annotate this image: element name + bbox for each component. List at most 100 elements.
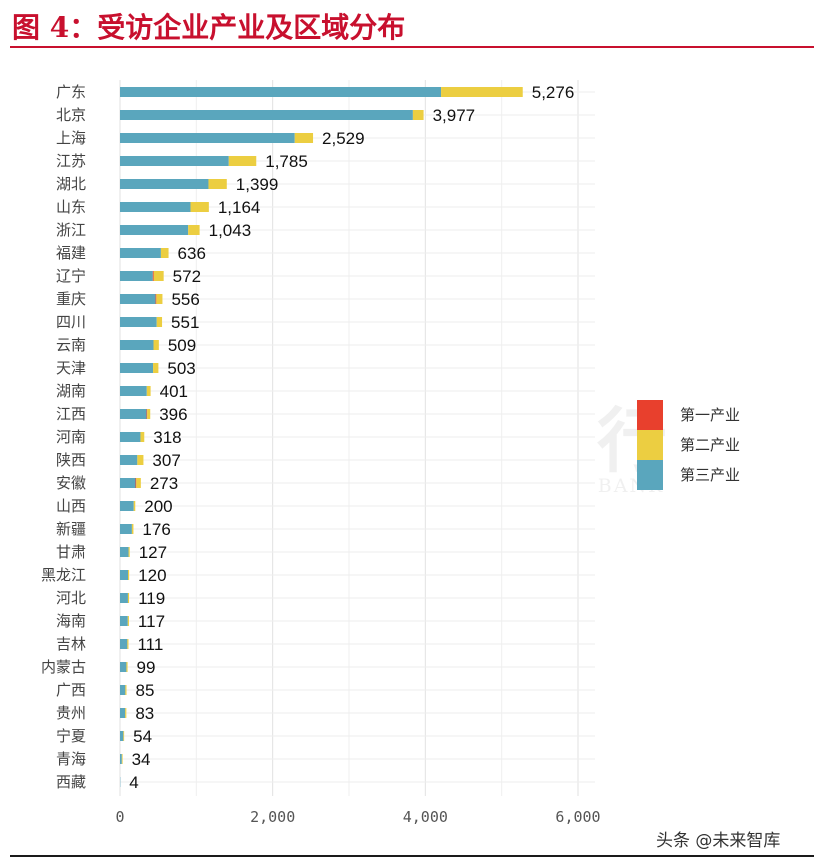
data-label: 396 bbox=[159, 405, 187, 424]
legend-swatch bbox=[637, 430, 663, 460]
bar-segment bbox=[121, 754, 123, 764]
bar-segment bbox=[294, 133, 314, 143]
y-tick-label: 广西 bbox=[56, 681, 86, 699]
x-tick-label: 4,000 bbox=[403, 808, 448, 826]
bar-segment bbox=[120, 639, 128, 649]
bar-segment bbox=[120, 271, 153, 281]
bar-segment bbox=[127, 639, 129, 649]
y-tick-label: 湖北 bbox=[56, 175, 86, 193]
data-label: 117 bbox=[138, 612, 165, 631]
bar-segment bbox=[120, 225, 189, 235]
bar-segment bbox=[120, 754, 122, 764]
bar-segment bbox=[153, 363, 159, 373]
bar-segment bbox=[153, 271, 164, 281]
bar-segment bbox=[120, 501, 134, 511]
data-label: 1,164 bbox=[218, 198, 261, 217]
data-label: 2,529 bbox=[322, 129, 365, 148]
bar-segment bbox=[208, 179, 227, 189]
data-label: 176 bbox=[142, 520, 170, 539]
bar-segment bbox=[136, 478, 141, 488]
bar-segment bbox=[120, 455, 138, 465]
y-tick-label: 河南 bbox=[56, 428, 86, 446]
data-label: 401 bbox=[160, 382, 188, 401]
plot-area bbox=[120, 80, 595, 796]
y-tick-label: 广东 bbox=[56, 83, 86, 101]
bar-segment bbox=[135, 478, 137, 488]
data-label: 4 bbox=[129, 773, 138, 792]
bar-segment bbox=[155, 294, 157, 304]
y-tick-label: 西藏 bbox=[56, 773, 86, 791]
data-label: 119 bbox=[138, 589, 165, 608]
data-label: 3,977 bbox=[433, 106, 476, 125]
y-tick-label: 甘肃 bbox=[56, 543, 86, 561]
data-label: 1,399 bbox=[236, 175, 279, 194]
bar-segment bbox=[152, 271, 154, 281]
data-label: 1,785 bbox=[265, 152, 308, 171]
bar-segment bbox=[120, 685, 126, 695]
bar-segment bbox=[190, 202, 209, 212]
bar-segment bbox=[153, 340, 159, 350]
x-tick-label: 2,000 bbox=[250, 808, 295, 826]
x-tick-label: 0 bbox=[115, 808, 124, 826]
y-tick-label: 贵州 bbox=[56, 704, 86, 722]
bottom-divider bbox=[10, 855, 814, 857]
y-tick-label: 辽宁 bbox=[56, 267, 86, 285]
bar-segment bbox=[126, 662, 128, 672]
bar-segment bbox=[120, 110, 413, 120]
y-tick-label: 内蒙古 bbox=[41, 658, 86, 676]
bar-segment bbox=[120, 317, 157, 327]
y-tick-label: 青海 bbox=[56, 750, 86, 768]
bar-segment bbox=[123, 731, 125, 741]
bar-segment bbox=[128, 547, 130, 557]
bar-segment bbox=[137, 455, 144, 465]
y-tick-label: 江苏 bbox=[56, 152, 86, 170]
data-label: 111 bbox=[137, 635, 163, 654]
bar-segment bbox=[441, 87, 523, 97]
data-label: 318 bbox=[153, 428, 181, 447]
y-tick-label: 上海 bbox=[56, 129, 86, 147]
bar-segment bbox=[120, 593, 128, 603]
data-label: 200 bbox=[144, 497, 172, 516]
y-tick-label: 重庆 bbox=[56, 290, 86, 308]
y-tick-label: 天津 bbox=[56, 359, 86, 377]
bar-segment bbox=[120, 731, 124, 741]
bar-segment bbox=[125, 708, 127, 718]
bar-segment bbox=[120, 478, 136, 488]
data-label: 34 bbox=[132, 750, 151, 769]
data-label: 5,276 bbox=[532, 83, 575, 102]
bar-segment bbox=[147, 409, 151, 419]
bar-segment bbox=[146, 386, 151, 396]
bar-segment bbox=[412, 110, 424, 120]
data-label: 120 bbox=[138, 566, 166, 585]
bar-segment bbox=[127, 593, 130, 603]
legend-label: 第三产业 bbox=[680, 466, 740, 484]
legend-label: 第一产业 bbox=[680, 406, 740, 424]
data-label: 503 bbox=[167, 359, 195, 378]
bar-segment bbox=[120, 708, 126, 718]
data-label: 509 bbox=[168, 336, 196, 355]
data-label: 1,043 bbox=[209, 221, 252, 240]
data-label: 273 bbox=[150, 474, 178, 493]
y-tick-label: 河北 bbox=[56, 589, 86, 607]
bar-segment bbox=[120, 363, 154, 373]
bar-segment bbox=[160, 248, 169, 258]
bar-segment bbox=[146, 409, 148, 419]
bar-segment bbox=[140, 432, 145, 442]
bar-segment bbox=[127, 616, 129, 626]
data-label: 636 bbox=[178, 244, 206, 263]
bar-segment bbox=[131, 524, 134, 534]
bar-segment bbox=[120, 616, 128, 626]
y-tick-label: 山西 bbox=[56, 497, 86, 515]
y-tick-label: 江西 bbox=[56, 405, 86, 423]
y-tick-label: 陕西 bbox=[56, 451, 86, 469]
bar-segment bbox=[120, 179, 209, 189]
bar-segment bbox=[120, 570, 129, 580]
bar-segment bbox=[156, 317, 163, 327]
y-tick-label: 安徽 bbox=[56, 474, 86, 492]
bar-segment bbox=[133, 501, 136, 511]
bar-segment bbox=[188, 225, 200, 235]
y-tick-label: 新疆 bbox=[56, 520, 86, 538]
bar-segment bbox=[120, 524, 132, 534]
